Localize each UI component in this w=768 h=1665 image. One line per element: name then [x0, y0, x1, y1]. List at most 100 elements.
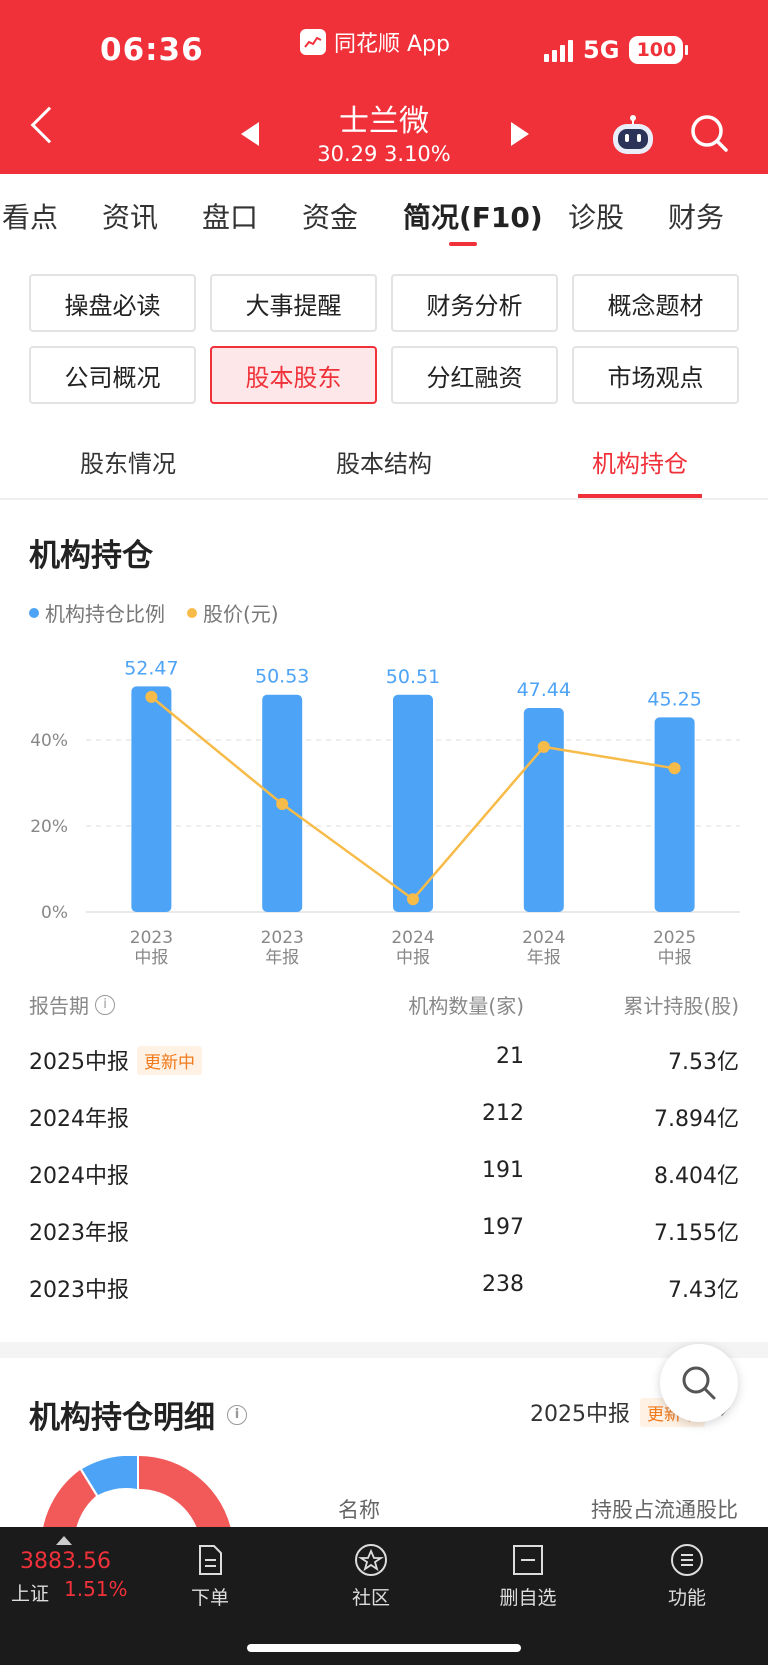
tab-kandian[interactable]: 看点 — [2, 201, 59, 234]
x-tick-label: 中报 — [134, 948, 168, 968]
bottom-item-community[interactable]: 社区 — [316, 1537, 426, 1610]
tab-diagnosis[interactable]: 诊股 — [568, 201, 625, 234]
x-tick-label: 年报 — [265, 948, 299, 968]
legend-item-holding-ratio[interactable]: 机构持仓比例 — [29, 598, 165, 627]
updating-badge: 更新中 — [137, 1045, 202, 1075]
row-shares: 7.43亿 — [668, 1278, 739, 1303]
f10-button-company-overview[interactable]: 公司概况 — [29, 346, 196, 404]
detail-col-name: 名称 — [338, 1498, 380, 1522]
table-header-count: 机构数量(家) — [408, 994, 524, 1018]
stock-price-change: 30.29 3.10% — [317, 142, 451, 166]
f10-button-event-reminder[interactable]: 大事提醒 — [210, 274, 377, 332]
info-icon[interactable]: i — [95, 994, 115, 1015]
search-icon — [682, 1366, 716, 1400]
table-header-period: 报告期 i — [29, 990, 115, 1019]
subtab-institution-holdings[interactable]: 机构持仓 — [592, 450, 688, 478]
bar — [131, 686, 172, 912]
price-point — [537, 740, 550, 753]
bar — [523, 708, 564, 912]
status-app-label: 同花顺 App — [300, 26, 450, 58]
legend-item-stock-price[interactable]: 股价(元) — [187, 598, 279, 627]
price-point — [407, 893, 419, 906]
tab-finance[interactable]: 财务 — [668, 201, 725, 234]
f10-button-dividends[interactable]: 分红融资 — [391, 346, 558, 404]
bottom-item-menu[interactable]: 功能 — [632, 1537, 742, 1610]
tab-orderbook[interactable]: 盘口 — [202, 201, 259, 234]
price-point — [668, 762, 681, 775]
app-logo-icon — [300, 29, 326, 55]
search-icon[interactable] — [690, 114, 730, 158]
x-tick-label: 中报 — [396, 948, 430, 968]
signal-icon — [544, 38, 573, 62]
subtab-shareholders[interactable]: 股东情况 — [80, 450, 176, 478]
y-tick-label: 40% — [30, 731, 68, 751]
row-count: 21 — [496, 1044, 524, 1069]
back-icon[interactable] — [30, 106, 68, 144]
x-tick-label: 2025 — [653, 928, 696, 948]
row-period: 2024年报 — [29, 1107, 129, 1132]
y-tick-label: 20% — [30, 817, 68, 837]
index-value: 3883.56 — [20, 1549, 111, 1574]
f10-button-trading-must-read[interactable]: 操盘必读 — [29, 274, 196, 332]
robot-assistant-icon[interactable] — [610, 114, 656, 160]
home-indicator[interactable] — [247, 1644, 521, 1652]
x-tick-label: 2024 — [391, 928, 434, 948]
floating-search-button[interactable] — [660, 1344, 738, 1422]
bar-value-label: 47.44 — [517, 679, 571, 701]
chart-legend: 机构持仓比例 股价(元) — [29, 598, 279, 627]
table-row[interactable]: 2023中报 238 7.43亿 — [29, 1272, 739, 1329]
row-shares: 7.53亿 — [668, 1050, 739, 1075]
index-change: 1.51% — [64, 1577, 128, 1601]
f10-button-shareholders[interactable]: 股本股东 — [210, 346, 377, 404]
row-count: 238 — [482, 1272, 524, 1297]
table-row[interactable]: 2024中报 191 8.404亿 — [29, 1158, 739, 1215]
order-icon — [199, 1545, 222, 1575]
next-stock-icon[interactable] — [511, 122, 529, 146]
x-tick-label: 2023 — [261, 928, 304, 948]
network-type: 5G — [583, 36, 620, 64]
legend-dot-blue — [29, 607, 39, 618]
y-tick-label: 0% — [41, 903, 68, 923]
battery-icon: 100 — [629, 36, 689, 64]
table-row[interactable]: 2025中报 更新中 21 7.53亿 — [29, 1044, 739, 1101]
bottom-item-remove-favorite[interactable]: 删自选 — [473, 1537, 583, 1610]
x-tick-label: 年报 — [527, 948, 561, 968]
community-icon — [355, 1544, 387, 1576]
row-period: 2023年报 — [29, 1221, 129, 1246]
prev-stock-icon[interactable] — [241, 122, 259, 146]
row-shares: 7.155亿 — [654, 1221, 739, 1246]
active-tab-indicator — [449, 242, 477, 246]
table-row[interactable]: 2023年报 197 7.155亿 — [29, 1215, 739, 1272]
price-point — [276, 798, 289, 810]
f10-button-financial-analysis[interactable]: 财务分析 — [391, 274, 558, 332]
f10-button-concepts[interactable]: 概念题材 — [572, 274, 739, 332]
f10-button-market-views[interactable]: 市场观点 — [572, 346, 739, 404]
bar — [393, 694, 433, 912]
remove-favorite-icon — [513, 1545, 543, 1575]
row-count: 191 — [482, 1158, 524, 1183]
row-period: 2024中报 — [29, 1164, 129, 1189]
bottom-item-order[interactable]: 下单 — [155, 1537, 265, 1610]
bottom-item-label: 下单 — [190, 1587, 229, 1609]
row-period: 2025中报 — [29, 1050, 129, 1075]
menu-icon — [671, 1544, 703, 1576]
detail-period: 2025中报 — [530, 1402, 630, 1427]
bar-value-label: 50.51 — [386, 666, 440, 688]
tab-funds[interactable]: 资金 — [302, 201, 359, 234]
status-indicators: 5G 100 — [544, 36, 689, 64]
table-row[interactable]: 2024年报 212 7.894亿 — [29, 1101, 739, 1158]
legend-label: 股价(元) — [203, 602, 279, 626]
expand-up-icon — [56, 1536, 72, 1545]
x-tick-label: 2024 — [522, 928, 565, 948]
bottom-item-label: 删自选 — [499, 1587, 557, 1609]
price-point — [145, 690, 158, 703]
tab-news[interactable]: 资讯 — [102, 201, 159, 234]
tab-f10[interactable]: 简况(F10) — [403, 201, 543, 234]
holdings-chart: 0%20%40%52.472023中报50.532023年报50.512024中… — [30, 657, 740, 968]
subtab-share-structure[interactable]: 股本结构 — [336, 450, 432, 478]
main-tabs: 看点 资讯 盘口 资金 简况(F10) 诊股 财务 — [0, 174, 768, 250]
info-icon[interactable]: i — [227, 1404, 247, 1425]
top-header: 06:36 同花顺 App 5G 100 士兰微 30.29 3.10% — [0, 0, 768, 174]
detail-col-ratio: 持股占流通股比 — [591, 1498, 738, 1522]
